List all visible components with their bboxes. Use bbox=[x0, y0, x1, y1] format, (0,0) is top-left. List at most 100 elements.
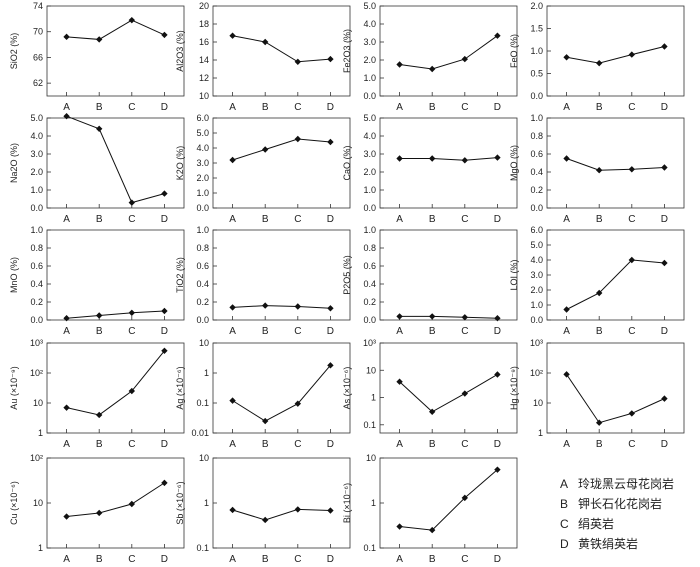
subplot: 0.0 0.2 0.4 0.6 0.8 1.0 A B C D MgO (%) bbox=[509, 113, 685, 225]
plot-frame bbox=[46, 229, 185, 321]
series-line bbox=[399, 157, 498, 161]
x-category-label: A bbox=[396, 102, 403, 113]
y-axis-label: MgO (%) bbox=[509, 145, 519, 181]
data-point bbox=[396, 313, 403, 320]
y-tick-label: 10 bbox=[366, 453, 376, 463]
data-point bbox=[494, 371, 501, 378]
y-tick-label: 1.0 bbox=[363, 73, 376, 83]
data-point bbox=[95, 125, 103, 132]
series-line bbox=[232, 365, 331, 422]
data-point bbox=[63, 33, 70, 41]
y-axis-label: Hg (×10⁻⁹) bbox=[509, 366, 519, 410]
x-category-label: B bbox=[262, 102, 269, 113]
data-point bbox=[95, 509, 103, 517]
legend-label: 黄铁绢英岩 bbox=[578, 537, 639, 551]
y-tick-label: 3.0 bbox=[363, 37, 376, 47]
y-tick-label: 70 bbox=[33, 27, 43, 37]
y-axis-label: MnO (%) bbox=[9, 257, 19, 293]
y-tick-label: 0.0 bbox=[196, 315, 209, 325]
data-point bbox=[628, 256, 636, 264]
y-tick-label: 0.0 bbox=[530, 315, 543, 325]
data-point bbox=[595, 167, 603, 174]
x-category-label: C bbox=[128, 554, 135, 565]
y-tick-label: 0.0 bbox=[363, 91, 376, 101]
y-tick-label: 1.0 bbox=[363, 225, 376, 235]
data-point bbox=[128, 309, 136, 316]
y-tick-label: 74 bbox=[33, 1, 43, 11]
plot-frame bbox=[546, 342, 685, 434]
y-tick-label: 1.0 bbox=[196, 188, 209, 198]
plot-frame bbox=[546, 5, 685, 97]
data-point bbox=[327, 305, 334, 312]
y-tick-label: 14 bbox=[199, 55, 209, 65]
y-tick-label: 4.0 bbox=[363, 19, 376, 29]
data-point bbox=[261, 146, 269, 153]
y-tick-label: 0.0 bbox=[30, 203, 43, 213]
data-point bbox=[494, 315, 501, 322]
data-point bbox=[494, 32, 501, 39]
y-tick-label: 1 bbox=[38, 428, 43, 438]
subplot: 0.01 0.1 1 10 A B C D Ag (×10⁻⁶) bbox=[175, 338, 351, 450]
y-tick-label: 0.4 bbox=[196, 279, 209, 289]
data-point bbox=[229, 304, 236, 311]
data-point bbox=[161, 307, 168, 315]
y-tick-label: 0.2 bbox=[363, 297, 376, 307]
x-category-label: A bbox=[229, 326, 236, 337]
data-point bbox=[229, 32, 236, 39]
subplot: 0.0 1.0 2.0 3.0 4.0 5.0 A B C D Na2O (%) bbox=[9, 113, 185, 225]
data-point bbox=[327, 138, 334, 146]
y-tick-label: 5.0 bbox=[530, 240, 543, 250]
data-point bbox=[161, 479, 168, 487]
y-axis-label: Al2O3 (%) bbox=[175, 30, 185, 72]
x-category-label: B bbox=[596, 102, 603, 113]
x-category-label: A bbox=[396, 554, 403, 565]
x-category-label: C bbox=[628, 439, 635, 450]
series-line bbox=[66, 310, 165, 319]
x-category-label: A bbox=[63, 554, 70, 565]
x-category-label: A bbox=[229, 214, 236, 225]
legend-item: B 钾长石化花岗岩 bbox=[560, 494, 674, 514]
x-category-label: A bbox=[63, 214, 70, 225]
y-tick-label: 0.6 bbox=[30, 261, 43, 271]
y-tick-label: 1.0 bbox=[530, 46, 543, 56]
x-category-label: B bbox=[96, 439, 103, 450]
series-line bbox=[566, 259, 665, 310]
y-tick-label: 2.0 bbox=[30, 167, 43, 177]
x-category-label: C bbox=[461, 326, 468, 337]
y-tick-label: 0.0 bbox=[363, 315, 376, 325]
y-tick-label: 2.0 bbox=[363, 167, 376, 177]
y-tick-label: 66 bbox=[33, 52, 43, 62]
y-tick-label: 16 bbox=[199, 37, 209, 47]
subplot: 1 10 10² 10³ A B C D Hg (×10⁻⁹) bbox=[509, 338, 685, 450]
y-tick-label: 4.0 bbox=[530, 255, 543, 265]
x-category-label: D bbox=[161, 554, 168, 565]
data-point bbox=[563, 155, 570, 162]
y-tick-label: 0.4 bbox=[30, 279, 43, 289]
series-line bbox=[399, 469, 498, 531]
x-category-label: C bbox=[128, 439, 135, 450]
data-point bbox=[261, 38, 269, 46]
data-point bbox=[494, 466, 501, 473]
plot-frame bbox=[46, 342, 185, 434]
data-point bbox=[294, 303, 302, 310]
x-category-label: B bbox=[96, 102, 103, 113]
data-point bbox=[229, 397, 236, 404]
x-category-label: B bbox=[596, 214, 603, 225]
x-category-label: B bbox=[96, 326, 103, 337]
subplot: 0.0 1.0 2.0 3.0 4.0 5.0 A B C D CaO (%) bbox=[342, 113, 518, 225]
y-tick-label: 10 bbox=[199, 338, 209, 348]
data-point bbox=[63, 113, 70, 120]
subplot: 0.0 0.2 0.4 0.6 0.8 1.0 A B C D P2O5 (%) bbox=[342, 225, 518, 337]
series-line bbox=[232, 508, 331, 521]
y-tick-label: 10³ bbox=[530, 338, 543, 348]
subplot: 0.0 1.0 2.0 3.0 4.0 5.0 6.0 A B C D K2O (%) bbox=[175, 113, 351, 225]
y-tick-label: 2.0 bbox=[196, 173, 209, 183]
y-tick-label: 4.0 bbox=[363, 131, 376, 141]
y-tick-label: 10 bbox=[533, 398, 543, 408]
plot-frame bbox=[212, 117, 351, 209]
y-tick-label: 0.1 bbox=[196, 398, 209, 408]
x-category-label: B bbox=[596, 326, 603, 337]
series-line bbox=[399, 374, 498, 413]
x-category-label: C bbox=[461, 554, 468, 565]
y-tick-label: 10² bbox=[30, 453, 43, 463]
